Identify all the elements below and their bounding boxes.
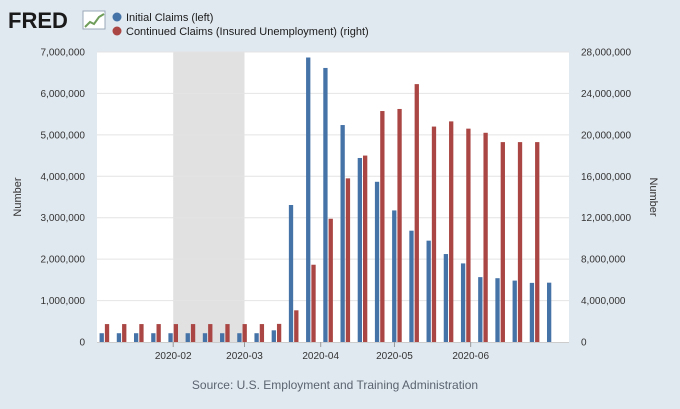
bar-initial-claims[interactable] [392,210,397,342]
legend-marker-continued-claims [112,26,122,36]
bar-initial-claims[interactable] [340,125,345,342]
x-tick-label: 2020-04 [302,351,339,362]
x-axis-ticks: 2020-02 2020-03 2020-04 2020-05 2020-06 [97,342,569,362]
bar-continued-claims[interactable] [276,323,282,342]
left-tick-label: 4,000,000 [41,172,86,183]
bar-continued-claims[interactable] [122,324,127,342]
bar-initial-claims[interactable] [237,333,242,342]
bar-initial-claims[interactable] [99,333,104,342]
bar-initial-claims[interactable] [460,263,466,342]
x-tick-label: 2020-06 [452,351,489,362]
bar-continued-claims[interactable] [173,324,179,342]
left-tick-label: 3,000,000 [41,213,86,224]
bar-initial-claims[interactable] [546,282,552,342]
bar-initial-claims[interactable] [185,333,190,342]
bar-continued-claims[interactable] [431,126,437,342]
left-tick-label: 1,000,000 [41,296,86,307]
right-tick-label: 20,000,000 [581,130,631,141]
left-tick-label: 7,000,000 [41,48,86,59]
legend: Initial Claims (left) Continued Claims (… [112,12,369,38]
bar-continued-claims[interactable] [535,142,540,342]
bar-initial-claims[interactable] [443,254,449,342]
bar-initial-claims[interactable] [357,157,362,342]
bar-initial-claims[interactable] [529,282,535,342]
bar-continued-claims[interactable] [311,264,316,342]
bar-initial-claims[interactable] [202,333,208,342]
bar-initial-claims[interactable] [478,277,483,342]
bar-initial-claims[interactable] [306,57,311,342]
bar-initial-claims[interactable] [288,204,294,342]
left-tick-label: 5,000,000 [41,130,86,141]
bar-initial-claims[interactable] [133,333,139,342]
bar-continued-claims[interactable] [259,324,265,342]
bar-continued-claims[interactable] [242,324,247,342]
right-tick-label: 4,000,000 [581,296,626,307]
left-tick-label: 0 [79,338,85,349]
left-tick-label: 2,000,000 [41,255,86,266]
bar-initial-claims[interactable] [168,333,173,342]
bar-continued-claims[interactable] [363,155,368,342]
recession-shading [173,52,245,342]
left-tick-label: 6,000,000 [41,89,86,100]
bar-initial-claims[interactable] [409,230,414,342]
right-tick-label: 24,000,000 [581,89,631,100]
bar-continued-claims[interactable] [328,218,333,342]
bar-initial-claims[interactable] [374,181,380,342]
bar-initial-claims[interactable] [271,330,276,342]
bar-initial-claims[interactable] [254,333,259,342]
bar-initial-claims[interactable] [151,333,156,342]
right-tick-label: 12,000,000 [581,213,631,224]
bar-continued-claims[interactable] [500,142,505,342]
recession-shading-layer [173,52,245,342]
left-axis-ticks: 0 1,000,000 2,000,000 3,000,000 4,000,000 5,0… [41,48,86,349]
bar-initial-claims[interactable] [323,67,328,342]
x-tick-label: 2020-05 [376,351,413,362]
right-tick-label: 16,000,000 [581,172,631,183]
bar-continued-claims[interactable] [397,108,402,342]
bars [99,57,552,343]
bar-initial-claims[interactable] [495,278,500,342]
gridlines [97,51,569,302]
bar-continued-claims[interactable] [483,132,488,342]
right-axis-title: Number [647,177,659,216]
bar-continued-claims[interactable] [517,142,523,342]
right-tick-label: 8,000,000 [581,255,626,266]
legend-label-initial-claims[interactable]: Initial Claims (left) [126,12,213,24]
bar-initial-claims[interactable] [426,240,431,342]
bar-continued-claims[interactable] [190,324,196,342]
bar-continued-claims[interactable] [345,178,351,342]
fred-logo-text[interactable]: FRED [8,8,68,33]
bar-continued-claims[interactable] [225,324,230,342]
bar-continued-claims[interactable] [414,84,419,342]
bar-continued-claims[interactable] [104,324,110,342]
bar-continued-claims[interactable] [380,111,385,343]
right-tick-label: 0 [581,338,587,349]
bar-continued-claims[interactable] [139,324,144,342]
source-note: Source: U.S. Employment and Training Adm… [192,378,478,392]
x-tick-label: 2020-03 [226,351,263,362]
left-axis-title: Number [12,177,24,216]
legend-marker-initial-claims [112,12,122,22]
legend-label-continued-claims[interactable]: Continued Claims (Insured Unemployment) … [126,26,369,38]
right-tick-label: 28,000,000 [581,48,631,59]
right-axis-ticks: 0 4,000,000 8,000,000 12,000,000 16,000,000 2… [581,48,631,349]
bar-initial-claims[interactable] [512,280,517,342]
bar-initial-claims[interactable] [220,333,225,342]
bar-continued-claims[interactable] [294,310,299,342]
fred-logo-graph-icon [82,10,106,30]
bar-continued-claims[interactable] [156,324,161,342]
bar-continued-claims[interactable] [208,324,213,342]
bar-initial-claims[interactable] [116,333,122,342]
bar-continued-claims[interactable] [466,128,471,342]
bar-continued-claims[interactable] [449,121,454,343]
x-tick-label: 2020-02 [155,351,192,362]
